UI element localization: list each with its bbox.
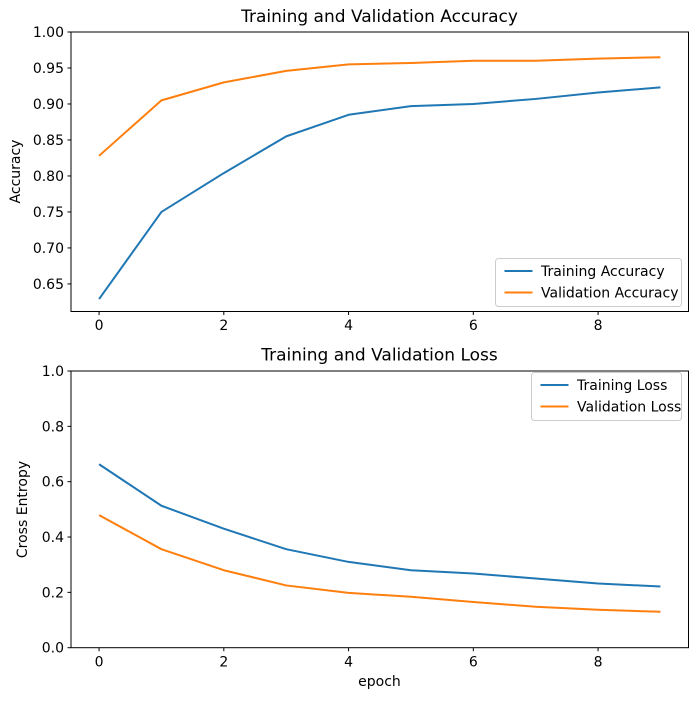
training-loss-line xyxy=(98,463,661,588)
x-tick-label: 4 xyxy=(344,318,353,334)
accuracy-chart-area: 0 2 4 6 8 0.65 0.70 0.75 0.80 0.85 0.90 0.95 1.00 xyxy=(33,25,689,334)
y-tick-label: 0.65 xyxy=(33,277,64,293)
loss-legend: Training Loss Validation Loss xyxy=(531,372,682,421)
y-tick-label: 0.75 xyxy=(33,205,64,221)
validation-accuracy-line xyxy=(98,56,661,157)
x-tick-label: 0 xyxy=(95,318,104,334)
plot-overlay: Training and Validation Accuracy Accurac… xyxy=(8,7,682,690)
accuracy-chart-title: Training and Validation Accuracy xyxy=(240,7,518,27)
y-tick-label: 0.4 xyxy=(42,530,64,546)
y-tick-label: 1.00 xyxy=(33,25,64,41)
loss-legend-frame xyxy=(531,372,682,421)
y-tick-label: 0.90 xyxy=(33,97,64,113)
accuracy-y-axis-label: Accuracy xyxy=(8,140,24,204)
x-tick-label: 6 xyxy=(469,318,478,334)
loss-y-axis-label: Cross Entropy xyxy=(15,461,31,558)
training-accuracy-line xyxy=(98,86,661,300)
x-tick-label: 2 xyxy=(219,318,228,334)
accuracy-axes-frame xyxy=(70,31,689,312)
y-tick-label: 0.80 xyxy=(33,169,64,185)
x-tick-label: 8 xyxy=(594,655,603,671)
validation-accuracy-legend-label: Validation Accuracy xyxy=(541,286,679,302)
y-tick-label: 0.95 xyxy=(33,61,64,77)
validation-loss-line xyxy=(98,514,661,613)
x-axis-label: epoch xyxy=(358,674,401,690)
accuracy-legend-frame xyxy=(495,258,682,307)
x-tick-label: 8 xyxy=(594,318,603,334)
loss-axes-frame xyxy=(70,370,689,649)
validation-loss-legend-label: Validation Loss xyxy=(577,400,681,416)
y-tick-label: 0.70 xyxy=(33,241,64,257)
x-tick-label: 0 xyxy=(95,655,104,671)
y-tick-label: 0.0 xyxy=(42,641,64,657)
training-loss-legend-label: Training Loss xyxy=(576,378,667,394)
y-tick-label: 0.85 xyxy=(33,133,64,149)
x-tick-label: 6 xyxy=(469,655,478,671)
y-tick-label: 0.8 xyxy=(42,419,64,435)
accuracy-legend: Training Accuracy Validation Accuracy xyxy=(495,258,682,307)
y-tick-label: 0.6 xyxy=(42,475,64,491)
training-accuracy-legend-label: Training Accuracy xyxy=(540,264,665,280)
y-tick-label: 0.2 xyxy=(42,585,64,601)
loss-chart-area: 0 2 4 6 8 0.0 0.2 0.4 0.6 0.8 1.0 xyxy=(42,364,689,671)
x-tick-label: 4 xyxy=(344,655,353,671)
x-tick-label: 2 xyxy=(219,655,228,671)
loss-chart-title: Training and Validation Loss xyxy=(260,346,498,366)
y-tick-label: 1.0 xyxy=(42,364,64,380)
